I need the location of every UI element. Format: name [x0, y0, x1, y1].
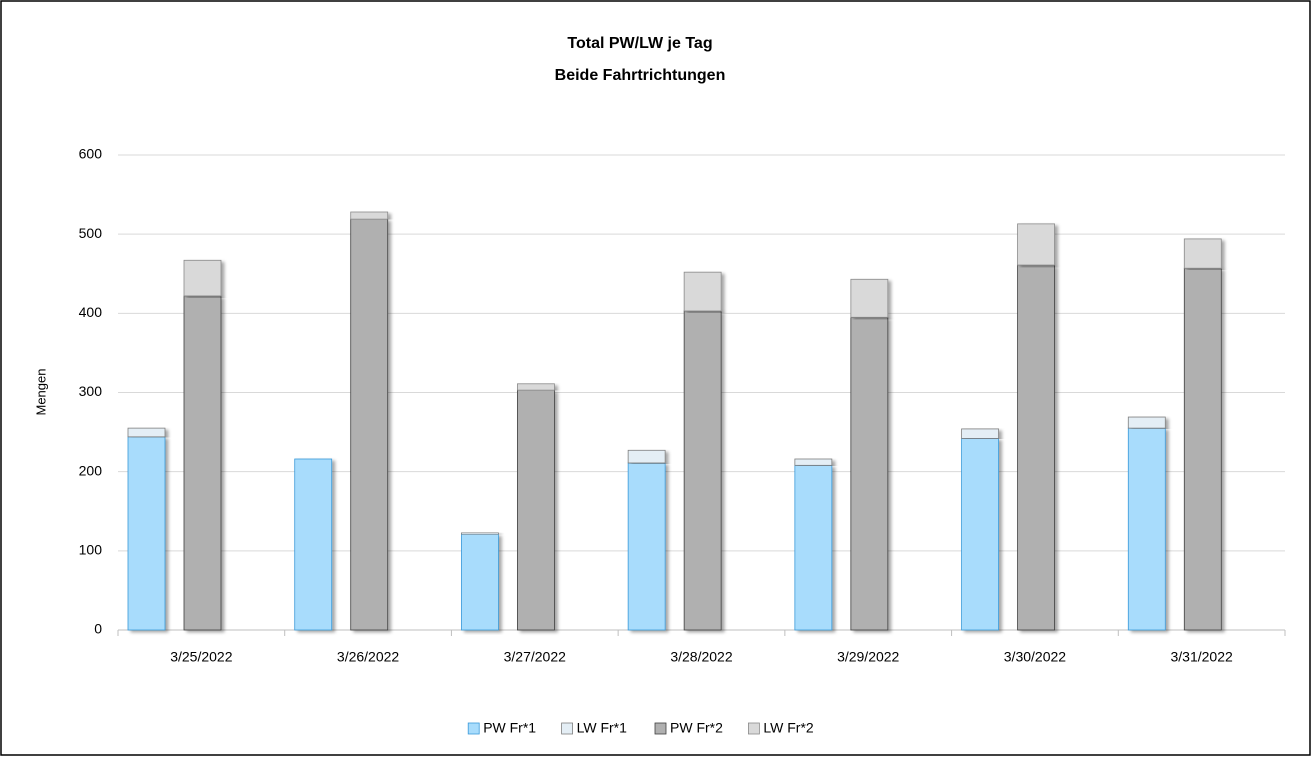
bar: [794, 458, 833, 466]
y-tick-label: 0: [94, 621, 102, 637]
legend-swatch: [561, 722, 573, 735]
bar: [794, 464, 833, 631]
bar: [517, 389, 555, 631]
x-tick-label: 3/26/2022: [337, 649, 399, 665]
bar: [1017, 264, 1055, 631]
bar: [461, 533, 499, 631]
bar: [517, 383, 555, 391]
y-tick-label: 200: [79, 462, 103, 478]
bar: [850, 316, 889, 631]
legend-label: LW Fr*1: [577, 720, 628, 736]
x-tick-label: 3/27/2022: [504, 649, 566, 665]
bar: [961, 438, 999, 631]
bar: [461, 532, 499, 535]
bar: [627, 462, 666, 631]
x-tick-label: 3/28/2022: [670, 649, 732, 665]
bar: [350, 211, 389, 220]
bar: [294, 458, 333, 631]
chart-title: Total PW/LW je Tag: [567, 35, 712, 52]
legend-swatch: [748, 722, 760, 735]
y-tick-label: 100: [79, 542, 103, 558]
x-tick-label: 3/25/2022: [170, 649, 232, 665]
x-tick-label: 3/31/2022: [1170, 649, 1232, 665]
bar: [683, 271, 722, 312]
bar: [1127, 416, 1166, 429]
y-tick-label: 400: [79, 304, 103, 320]
bar: [183, 259, 222, 297]
bar: [350, 218, 389, 631]
x-tick-label: 3/30/2022: [1004, 649, 1066, 665]
legend-label: PW Fr*2: [670, 720, 723, 736]
y-axis-label: Mengen: [33, 369, 48, 416]
bar: [1017, 223, 1055, 266]
bar: [961, 428, 999, 439]
bar: [183, 295, 222, 631]
y-tick-label: 500: [79, 225, 103, 241]
x-tick-label: 3/29/2022: [837, 649, 899, 665]
bar: [127, 436, 166, 631]
legend-swatch: [654, 722, 667, 735]
legend-swatch: [467, 722, 480, 735]
bar: [1183, 238, 1222, 269]
bar: [627, 449, 666, 464]
legend-label: LW Fr*2: [763, 720, 814, 736]
y-tick-label: 300: [79, 383, 103, 399]
bar: [1183, 267, 1222, 631]
bar: [850, 278, 889, 318]
chart-subtitle: Beide Fahrtrichtungen: [555, 67, 726, 84]
y-tick-label: 600: [79, 146, 103, 162]
legend-label: PW Fr*1: [483, 720, 536, 736]
bar: [1127, 427, 1166, 631]
bar: [683, 310, 722, 631]
bar: [127, 427, 166, 438]
